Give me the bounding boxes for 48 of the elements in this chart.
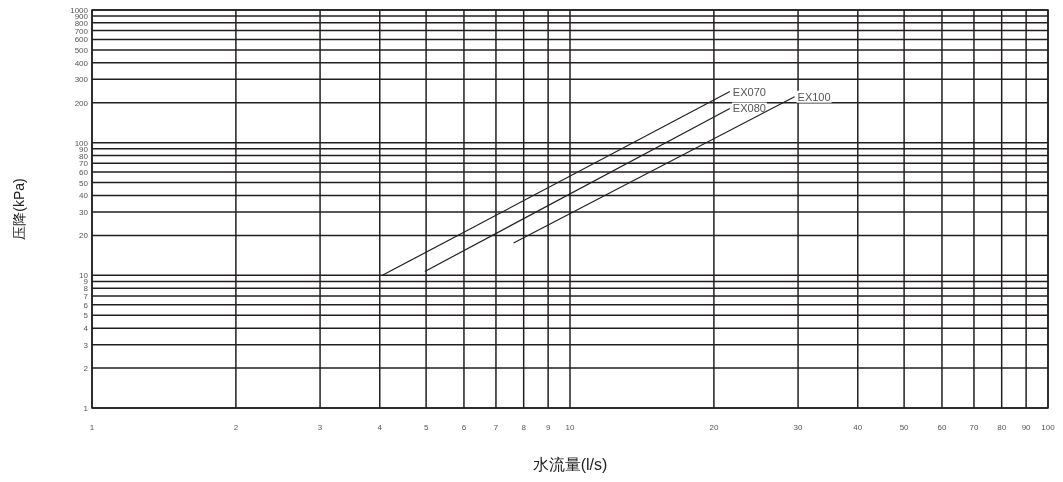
x-tick-label: 10 — [565, 423, 575, 432]
y-tick-label: 70 — [79, 159, 89, 169]
y-tick-label: 20 — [79, 231, 89, 241]
x-tick-label: 60 — [937, 423, 947, 432]
y-tick-label: 600 — [74, 35, 89, 45]
y-tick-label: 30 — [79, 208, 89, 218]
y-tick-label: 8 — [83, 284, 89, 294]
y-tick-label: 400 — [74, 58, 89, 68]
series-label: EX080 — [732, 102, 766, 115]
x-tick-label: 70 — [969, 423, 979, 432]
y-axis-title: 压降(kPa) — [11, 178, 27, 240]
x-tick-label: 50 — [899, 423, 910, 432]
x-axis-title: 水流量(l/s) — [532, 456, 608, 473]
x-tick-label: 3 — [317, 423, 323, 432]
y-tick-label: 6 — [83, 300, 89, 310]
x-tick-label: 4 — [377, 423, 383, 432]
x-tick-label: 1 — [89, 423, 95, 432]
x-tick-label: 80 — [997, 423, 1007, 432]
y-tick-label: 100 — [74, 138, 89, 148]
y-tick-label: 9 — [83, 277, 89, 287]
y-tick-label: 80 — [79, 151, 89, 161]
y-tick-label: 60 — [79, 168, 89, 178]
x-tick-label: 100 — [1041, 423, 1056, 432]
series-label: EX070 — [732, 85, 766, 98]
x-tick-label: 20 — [709, 423, 719, 432]
x-tick-label: 7 — [493, 423, 499, 432]
y-tick-label: 7 — [83, 291, 89, 301]
y-tick-label: 1 — [83, 404, 89, 413]
series-label: EX100 — [797, 90, 831, 103]
x-tick-label: 5 — [423, 423, 429, 432]
y-tick-label: 300 — [74, 75, 89, 85]
y-tick-label: 3 — [83, 340, 89, 350]
y-tick-label: 40 — [79, 191, 89, 201]
x-tick-label: 30 — [793, 423, 804, 432]
x-tick-label: 2 — [233, 423, 239, 432]
y-tick-label: 2 — [83, 364, 89, 374]
y-tick-label: 50 — [79, 178, 89, 188]
x-tick-label: 90 — [1021, 423, 1032, 432]
x-tick-label: 40 — [853, 423, 863, 432]
y-tick-label: 700 — [74, 26, 89, 36]
y-tick-label: 1000 — [70, 6, 89, 15]
y-tick-label: 5 — [83, 311, 89, 321]
y-tick-label: 500 — [74, 45, 89, 55]
x-tick-label: 6 — [461, 423, 467, 432]
x-tick-label: 9 — [545, 423, 551, 432]
y-tick-label: 200 — [74, 98, 89, 108]
x-tick-label: 8 — [521, 423, 527, 432]
y-tick-label: 4 — [83, 324, 89, 334]
